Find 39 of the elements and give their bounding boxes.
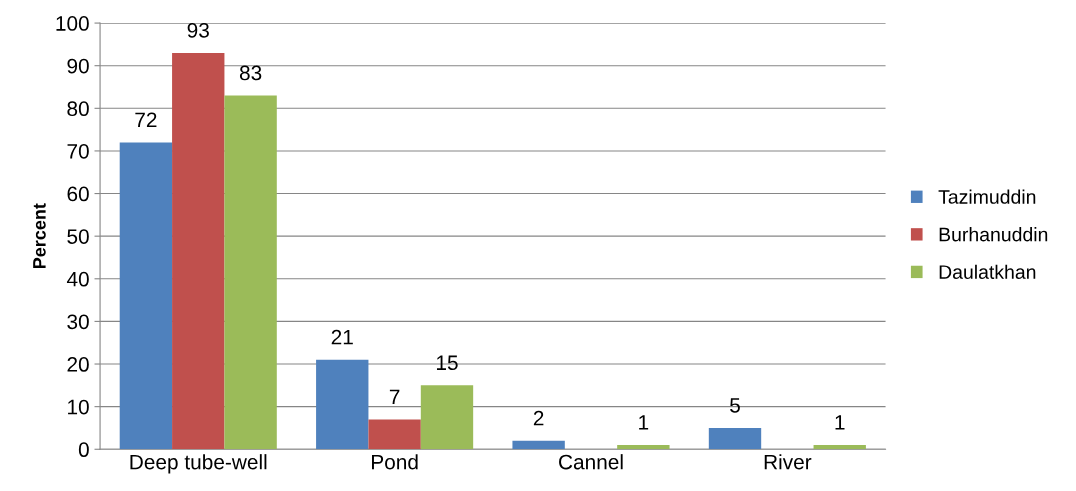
y-axis-title: Percent xyxy=(33,203,46,269)
legend-label: Burhanuddin xyxy=(939,227,1048,242)
y-tick-label: 40 xyxy=(66,271,89,287)
bar xyxy=(224,95,277,450)
bar xyxy=(617,445,670,450)
bar xyxy=(316,359,369,450)
x-tick-label: Cannel xyxy=(559,454,623,470)
data-label: 93 xyxy=(187,22,209,38)
x-tick-label: Deep tube-well xyxy=(130,454,267,474)
y-tick-label: 50 xyxy=(67,229,89,244)
y-tick-label: 30 xyxy=(67,314,89,330)
legend-label: Tazimuddin xyxy=(938,189,1036,204)
y-tick-label: 70 xyxy=(67,143,89,159)
bar xyxy=(172,52,225,450)
data-label: 7 xyxy=(389,389,400,404)
y-tick-label: 90 xyxy=(67,58,89,74)
bar xyxy=(813,445,866,450)
legend-label: Daulatkhan xyxy=(939,264,1036,279)
y-tick-label: 0 xyxy=(78,442,89,458)
data-label: 72 xyxy=(135,112,157,127)
y-tick-label: 80 xyxy=(67,101,89,117)
data-label: 5 xyxy=(730,398,740,413)
data-label: 1 xyxy=(835,415,845,430)
y-tick-label: 100 xyxy=(56,16,89,31)
bar xyxy=(119,142,173,450)
data-label: 21 xyxy=(331,329,353,345)
y-tick-label: 20 xyxy=(67,357,89,372)
data-label: 1 xyxy=(639,415,649,430)
y-tick-label: 10 xyxy=(68,399,89,415)
y-tick-label: 60 xyxy=(67,186,89,202)
x-tick-label: River xyxy=(764,454,812,470)
bar xyxy=(512,440,565,450)
bar xyxy=(708,427,762,450)
bar xyxy=(368,419,421,450)
data-label: 2 xyxy=(533,410,544,426)
x-tick-label: Pond xyxy=(372,454,418,470)
data-label: 83 xyxy=(239,65,262,81)
bar xyxy=(420,385,474,450)
data-label: 15 xyxy=(436,355,458,371)
